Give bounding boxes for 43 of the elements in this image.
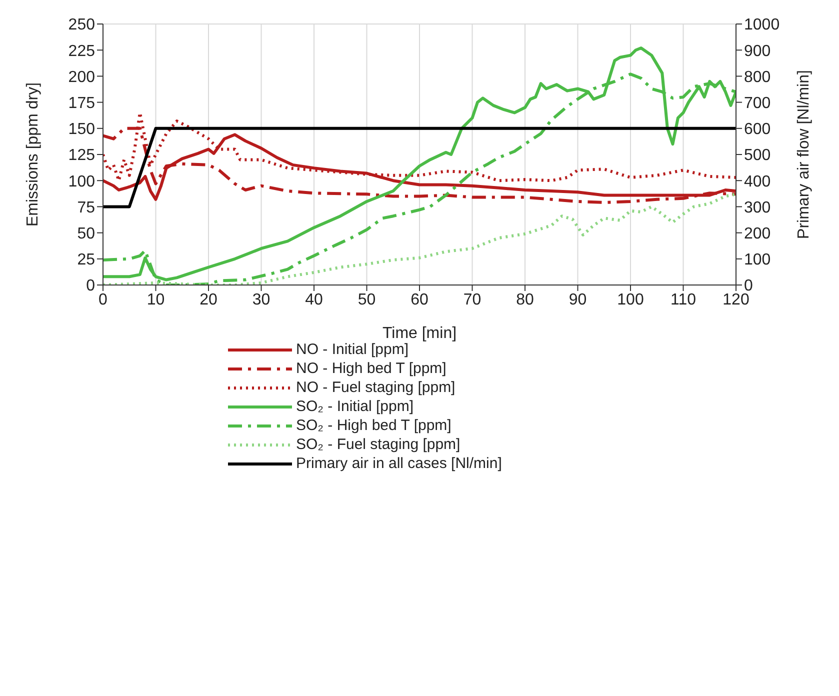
legend-label: NO - Fuel staging [ppm] xyxy=(296,378,456,397)
y2-tick-label: 1000 xyxy=(744,16,780,34)
x-tick-label: 100 xyxy=(617,291,644,308)
y-tick-label: 100 xyxy=(68,173,96,190)
x-tick-label: 60 xyxy=(410,291,428,308)
y2-tick-label: 700 xyxy=(744,94,771,112)
y-tick-label: 200 xyxy=(68,68,96,86)
legend-label: SO₂ - Fuel staging [ppm] xyxy=(296,435,460,454)
y-tick-label: 225 xyxy=(68,42,96,60)
y2-tick-label: 400 xyxy=(744,173,771,190)
x-tick-label: 70 xyxy=(463,291,482,308)
x-tick-label: 80 xyxy=(516,291,534,308)
x-tick-label: 10 xyxy=(146,291,165,308)
y-tick-label: 175 xyxy=(68,94,96,112)
x-tick-label: 30 xyxy=(252,291,270,308)
y-tick-label: 250 xyxy=(68,16,96,34)
y2-tick-label: 800 xyxy=(744,68,771,86)
legend-label: SO₂ - High bed T [ppm] xyxy=(296,416,452,435)
y2-tick-label: 300 xyxy=(744,199,771,216)
legend-label: Primary air in all cases [Nl/min] xyxy=(296,454,502,473)
y-tick-label: 150 xyxy=(68,121,96,138)
y-tick-label: 50 xyxy=(77,225,96,242)
legend-label: SO₂ - Initial [ppm] xyxy=(296,397,414,416)
y-tick-label: 75 xyxy=(77,199,96,216)
x-tick-label: 50 xyxy=(358,291,376,308)
y-tick-label: 25 xyxy=(77,252,96,269)
y2-tick-label: 600 xyxy=(744,121,771,138)
legend-label: NO - Initial [ppm] xyxy=(296,340,409,359)
y2-axis-title: Primary air flow [Nl/min] xyxy=(796,70,813,239)
y-tick-label: 125 xyxy=(68,147,96,164)
y2-tick-label: 900 xyxy=(744,42,771,60)
x-tick-label: 90 xyxy=(568,291,587,308)
y2-tick-label: 200 xyxy=(744,225,771,242)
x-tick-label: 40 xyxy=(305,291,323,308)
x-tick-label: 110 xyxy=(670,291,696,308)
y-axis-title: Emissions [ppm dry] xyxy=(24,82,42,227)
y2-tick-label: 500 xyxy=(744,147,771,164)
x-tick-label: 20 xyxy=(200,291,218,308)
legend-label: NO - High bed T [ppm] xyxy=(296,359,446,378)
x-tick-label: 0 xyxy=(98,291,108,308)
x-axis-title: Time [min] xyxy=(382,325,457,342)
y2-tick-label: 100 xyxy=(744,252,771,269)
y-tick-label: 0 xyxy=(86,278,96,295)
